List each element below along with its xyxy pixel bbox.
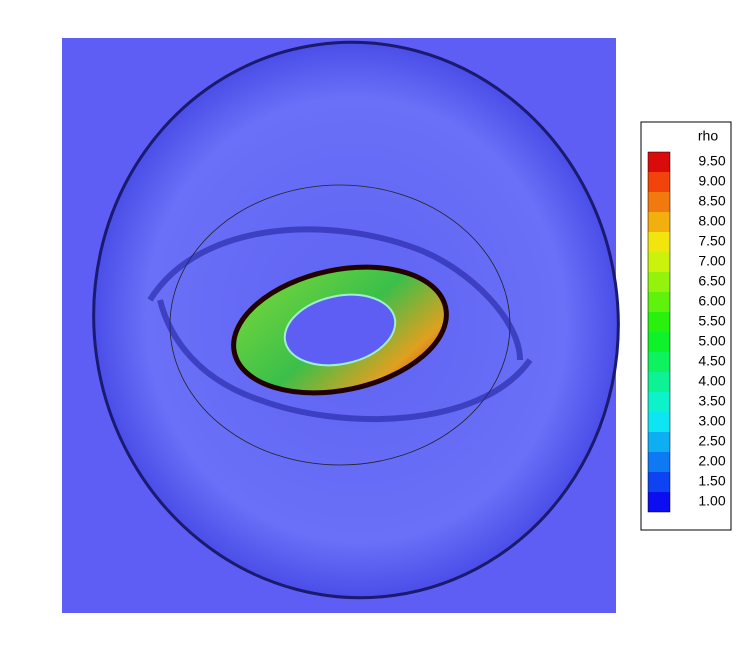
colorbar-swatch: [648, 172, 670, 192]
colorbar-swatch: [648, 332, 670, 352]
colorbar-label: 9.00: [698, 173, 725, 189]
colorbar-swatch: [648, 492, 670, 512]
colorbar-label: 1.50: [698, 473, 725, 489]
colorbar-label: 5.00: [698, 333, 725, 349]
colorbar-swatch: [648, 232, 670, 252]
colorbar-label: 1.00: [698, 493, 725, 509]
colorbar-swatch: [648, 392, 670, 412]
colorbar-swatch: [648, 352, 670, 372]
colorbar-label: 4.00: [698, 373, 725, 389]
colorbar-label: 8.00: [698, 213, 725, 229]
colorbar-swatch: [648, 152, 670, 172]
colorbar-swatch: [648, 472, 670, 492]
colorbar-label: 6.00: [698, 293, 725, 309]
spiral-arm: [147, 226, 523, 361]
colorbar-label: 9.50: [698, 153, 725, 169]
colorbar-swatch: [648, 452, 670, 472]
colorbar-swatch: [648, 292, 670, 312]
contour-plot: [62, 38, 620, 613]
colorbar-label: 3.00: [698, 413, 725, 429]
colorbar-label: 4.50: [698, 353, 725, 369]
inner-cavity: [283, 293, 397, 367]
colorbar: rho 9.50 9.00 8.50 8.00 7.50 7.00 6.50 6.00 5.50…: [640, 121, 732, 531]
colorbar-label: 2.00: [698, 453, 725, 469]
colorbar-label: 6.50: [698, 273, 725, 289]
colorbar-swatch: [648, 212, 670, 232]
colorbar-label: 5.50: [698, 313, 725, 329]
colorbar-swatch: [648, 272, 670, 292]
colorbar-label: 2.50: [698, 433, 725, 449]
colorbar-label: 7.50: [698, 233, 725, 249]
colorbar-outline: [647, 151, 671, 513]
spiral-arm: [157, 299, 533, 423]
colorbar-label: 8.50: [698, 193, 725, 209]
colorbar-swatch: [648, 432, 670, 452]
colorbar-title: rho: [698, 128, 718, 144]
colorbar-swatch: [648, 312, 670, 332]
colorbar-swatch: [648, 412, 670, 432]
colorbar-swatch: [648, 372, 670, 392]
colorbar-swatch: [648, 252, 670, 272]
colorbar-label: 7.00: [698, 253, 725, 269]
colorbar-label: 3.50: [698, 393, 725, 409]
colorbar-swatch: [648, 192, 670, 212]
